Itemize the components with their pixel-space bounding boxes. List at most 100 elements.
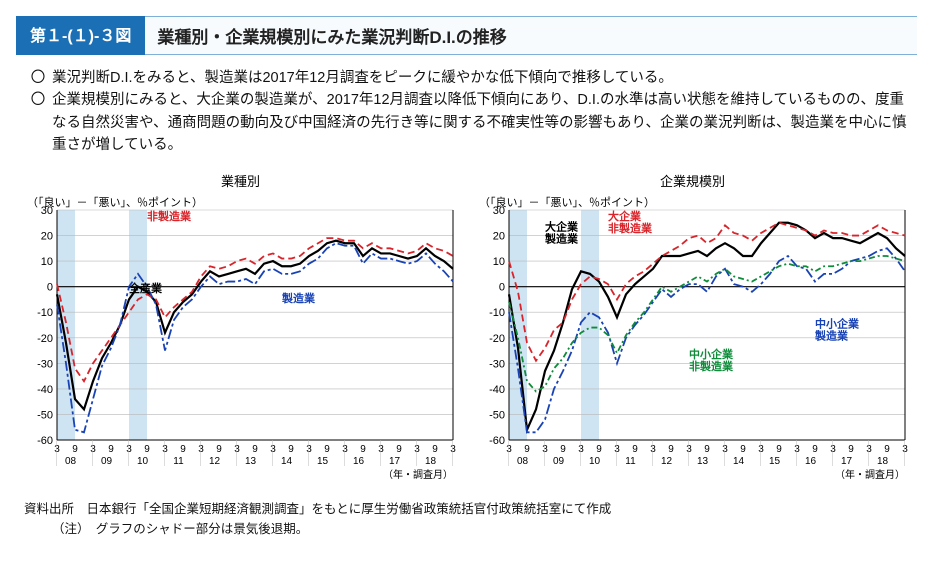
svg-text:非製造業: 非製造業 bbox=[608, 221, 653, 235]
svg-text:12: 12 bbox=[660, 456, 672, 467]
svg-text:10: 10 bbox=[40, 256, 52, 268]
svg-text:-30: -30 bbox=[37, 358, 53, 370]
svg-text:3: 3 bbox=[198, 444, 204, 455]
svg-text:9: 9 bbox=[560, 444, 566, 455]
svg-text:中小企業: 中小企業 bbox=[689, 347, 734, 361]
svg-text:-50: -50 bbox=[37, 409, 53, 421]
svg-text:17: 17 bbox=[840, 456, 852, 467]
svg-text:15: 15 bbox=[316, 456, 328, 467]
svg-text:9: 9 bbox=[396, 444, 402, 455]
chart-by-industry: 業種別 -60-50-40-30-20-100102030（「良い」－「悪い」、… bbox=[21, 171, 461, 487]
svg-text:9: 9 bbox=[524, 444, 530, 455]
svg-text:9: 9 bbox=[884, 444, 890, 455]
chart-left-title: 業種別 bbox=[21, 171, 461, 190]
svg-text:-40: -40 bbox=[37, 384, 53, 396]
svg-text:9: 9 bbox=[72, 444, 78, 455]
svg-text:（年・調査月）: （年・調査月） bbox=[835, 468, 905, 481]
svg-text:3: 3 bbox=[234, 444, 240, 455]
svg-text:9: 9 bbox=[360, 444, 366, 455]
figure-header: 第１-(１)-３図 業種別・企業規模別にみた業況判断D.I.の推移 bbox=[16, 16, 917, 55]
svg-text:-40: -40 bbox=[489, 384, 505, 396]
svg-text:3: 3 bbox=[378, 444, 384, 455]
svg-text:3: 3 bbox=[126, 444, 132, 455]
svg-text:-10: -10 bbox=[37, 307, 53, 319]
svg-text:3: 3 bbox=[542, 444, 548, 455]
svg-text:9: 9 bbox=[252, 444, 258, 455]
svg-text:-20: -20 bbox=[37, 333, 53, 345]
bullet-2: 企業規模別にみると、大企業の製造業が、2017年12月調査以降低下傾向にあり、D… bbox=[52, 89, 909, 156]
svg-text:9: 9 bbox=[776, 444, 782, 455]
svg-text:9: 9 bbox=[632, 444, 638, 455]
svg-text:3: 3 bbox=[270, 444, 276, 455]
svg-text:3: 3 bbox=[758, 444, 764, 455]
svg-text:9: 9 bbox=[324, 444, 330, 455]
svg-text:中小企業: 中小企業 bbox=[815, 316, 860, 330]
svg-text:-60: -60 bbox=[37, 435, 53, 447]
svg-text:0: 0 bbox=[498, 282, 504, 294]
chart-by-size: 企業規模別 -60-50-40-30-20-100102030（「良い」－「悪い… bbox=[473, 171, 913, 487]
svg-text:製造業: 製造業 bbox=[281, 291, 316, 305]
chart-right-title: 企業規模別 bbox=[473, 171, 913, 190]
svg-text:-50: -50 bbox=[489, 409, 505, 421]
svg-text:20: 20 bbox=[40, 230, 52, 242]
svg-text:3: 3 bbox=[866, 444, 872, 455]
svg-text:3: 3 bbox=[306, 444, 312, 455]
svg-text:3: 3 bbox=[650, 444, 656, 455]
svg-text:14: 14 bbox=[732, 456, 744, 467]
svg-text:-30: -30 bbox=[489, 358, 505, 370]
svg-text:大企業: 大企業 bbox=[545, 219, 579, 233]
svg-text:3: 3 bbox=[902, 444, 908, 455]
chart-left-svg: -60-50-40-30-20-100102030（「良い」－「悪い」、％ポイン… bbox=[21, 192, 461, 482]
svg-text:11: 11 bbox=[625, 456, 636, 467]
svg-text:製造業: 製造業 bbox=[544, 231, 579, 245]
svg-text:08: 08 bbox=[516, 456, 528, 467]
svg-text:9: 9 bbox=[144, 444, 150, 455]
svg-text:09: 09 bbox=[552, 456, 564, 467]
svg-text:3: 3 bbox=[342, 444, 348, 455]
svg-text:大企業: 大企業 bbox=[608, 209, 642, 223]
svg-text:9: 9 bbox=[812, 444, 818, 455]
svg-text:-20: -20 bbox=[489, 333, 505, 345]
figure-footer: 資料出所 日本銀行「全国企業短期経済観測調査」をもとに厚生労働省政策統括官付政策… bbox=[24, 499, 917, 539]
svg-text:9: 9 bbox=[848, 444, 854, 455]
figure-title: 業種別・企業規模別にみた業況判断D.I.の推移 bbox=[145, 16, 917, 55]
svg-text:3: 3 bbox=[722, 444, 728, 455]
svg-text:9: 9 bbox=[432, 444, 438, 455]
svg-text:11: 11 bbox=[173, 456, 184, 467]
svg-text:08: 08 bbox=[64, 456, 76, 467]
svg-text:9: 9 bbox=[704, 444, 710, 455]
svg-text:全産業: 全産業 bbox=[128, 281, 163, 295]
svg-text:14: 14 bbox=[280, 456, 292, 467]
svg-text:3: 3 bbox=[794, 444, 800, 455]
svg-text:-10: -10 bbox=[489, 307, 505, 319]
svg-text:15: 15 bbox=[768, 456, 780, 467]
bullet-1: 業況判断D.I.をみると、製造業は2017年12月調査をピークに緩やかな低下傾向… bbox=[52, 67, 909, 89]
chart-right-svg: -60-50-40-30-20-100102030（「良い」－「悪い」、％ポイン… bbox=[473, 192, 913, 482]
svg-text:20: 20 bbox=[492, 230, 504, 242]
svg-text:-60: -60 bbox=[489, 435, 505, 447]
svg-text:非製造業: 非製造業 bbox=[689, 359, 734, 373]
svg-text:9: 9 bbox=[180, 444, 186, 455]
svg-text:9: 9 bbox=[216, 444, 222, 455]
svg-text:16: 16 bbox=[352, 456, 364, 467]
svg-text:3: 3 bbox=[450, 444, 456, 455]
svg-text:9: 9 bbox=[108, 444, 114, 455]
svg-text:（年・調査月）: （年・調査月） bbox=[383, 468, 453, 481]
summary-bullets: 〇業況判断D.I.をみると、製造業は2017年12月調査をピークに緩やかな低下傾… bbox=[24, 67, 909, 157]
svg-text:3: 3 bbox=[90, 444, 96, 455]
svg-text:3: 3 bbox=[578, 444, 584, 455]
svg-text:3: 3 bbox=[830, 444, 836, 455]
svg-text:3: 3 bbox=[686, 444, 692, 455]
svg-text:18: 18 bbox=[876, 456, 888, 467]
footer-source: 資料出所 日本銀行「全国企業短期経済観測調査」をもとに厚生労働省政策統括官付政策… bbox=[24, 499, 917, 519]
svg-text:9: 9 bbox=[288, 444, 294, 455]
svg-text:17: 17 bbox=[388, 456, 400, 467]
svg-text:10: 10 bbox=[136, 456, 148, 467]
svg-text:9: 9 bbox=[740, 444, 746, 455]
svg-text:12: 12 bbox=[208, 456, 220, 467]
svg-text:09: 09 bbox=[100, 456, 112, 467]
footer-note: （注） グラフのシャドー部分は景気後退期。 bbox=[52, 519, 917, 539]
svg-text:非製造業: 非製造業 bbox=[147, 209, 192, 223]
svg-text:3: 3 bbox=[614, 444, 620, 455]
svg-text:13: 13 bbox=[244, 456, 256, 467]
